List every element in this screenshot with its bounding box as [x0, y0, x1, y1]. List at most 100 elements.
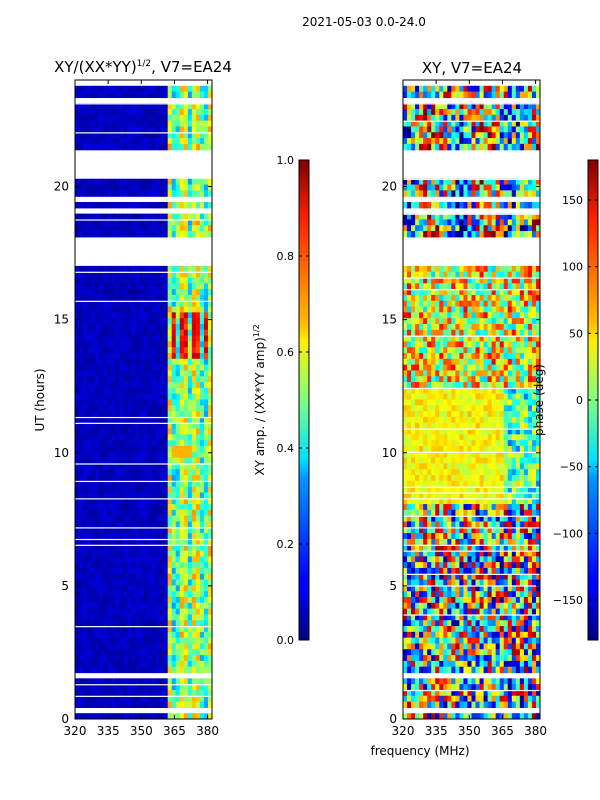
heatmap-cell	[155, 643, 161, 650]
heatmap-cell	[119, 283, 124, 290]
heatmap-cell	[451, 358, 456, 366]
heatmap-cell	[111, 213, 116, 221]
heatmap-cell	[523, 184, 529, 191]
heatmap-cell	[135, 289, 141, 296]
heatmap-cell	[103, 428, 108, 435]
heatmap-cell	[435, 178, 440, 186]
heatmap-cell	[111, 329, 116, 337]
heatmap-cell	[135, 329, 141, 337]
heatmap-cell	[495, 329, 501, 337]
heatmap-cell	[171, 666, 177, 674]
heatmap-cell	[495, 445, 501, 453]
heatmap-cell	[139, 515, 145, 523]
heatmap-cell	[451, 231, 456, 238]
heatmap-cell	[495, 178, 501, 186]
heatmap-cell	[195, 457, 201, 464]
heatmap-cell	[119, 329, 124, 337]
heatmap-cell	[95, 312, 100, 319]
heatmap-cell	[471, 335, 477, 343]
heatmap-cell	[519, 120, 525, 128]
heatmap-cell	[87, 190, 92, 197]
heatmap-cell	[135, 521, 141, 528]
heatmap-cell	[435, 399, 440, 406]
heatmap-cell	[147, 370, 153, 377]
heatmap-cell	[87, 306, 92, 313]
heatmap-cell	[187, 370, 193, 377]
heatmap-cell	[415, 120, 420, 128]
heatmap-cell	[427, 445, 432, 453]
heatmap-cell	[123, 567, 128, 575]
heatmap-cell	[79, 323, 84, 331]
heatmap-cell	[411, 335, 416, 343]
heatmap-cell	[207, 294, 212, 302]
heatmap-cell	[79, 190, 84, 197]
amp-heatmap	[75, 80, 212, 719]
heatmap-cell	[75, 655, 80, 662]
heatmap-cell	[191, 265, 197, 273]
heatmap-cell	[119, 405, 124, 412]
heatmap-cell	[179, 660, 185, 668]
heatmap-cell	[119, 265, 124, 273]
heatmap-cell	[127, 440, 133, 447]
heatmap-cell	[187, 689, 193, 697]
heatmap-cell	[207, 498, 212, 505]
heatmap-cell	[131, 573, 137, 581]
heatmap-cell	[207, 358, 212, 366]
heatmap-cell	[507, 416, 513, 424]
heatmap-cell	[151, 393, 157, 401]
heatmap-cell	[499, 387, 505, 395]
heatmap-cell	[123, 126, 128, 133]
heatmap-cell	[475, 213, 481, 221]
heatmap-cell	[127, 701, 133, 708]
heatmap-cell	[535, 265, 540, 273]
heatmap-cell	[431, 358, 436, 366]
heatmap-cell	[183, 457, 189, 464]
heatmap-cell	[459, 318, 465, 325]
heatmap-cell	[447, 376, 452, 383]
heatmap-cell	[111, 376, 116, 383]
heatmap-cell	[103, 695, 108, 703]
heatmap-cell	[203, 556, 209, 563]
heatmap-cell	[439, 451, 444, 459]
heatmap-cell	[491, 277, 497, 284]
heatmap-cell	[123, 614, 128, 621]
heatmap-cell	[107, 405, 112, 412]
heatmap-cell	[195, 114, 201, 122]
colorbar-tick-label: 0.2	[277, 538, 295, 551]
heatmap-cell	[423, 184, 428, 191]
heatmap-cell	[487, 231, 493, 238]
heatmap-cell	[483, 399, 489, 406]
heatmap-cell	[511, 387, 517, 395]
heatmap-cell	[191, 475, 197, 482]
heatmap-cell	[207, 591, 212, 598]
flag-line	[75, 498, 212, 500]
heatmap-cell	[175, 550, 181, 557]
heatmap-cell	[195, 387, 201, 395]
heatmap-cell	[203, 231, 209, 238]
heatmap-cell	[507, 184, 513, 191]
heatmap-cell	[75, 591, 80, 598]
heatmap-cell	[451, 440, 456, 447]
heatmap-cell	[427, 416, 432, 424]
heatmap-cell	[143, 608, 149, 616]
heatmap-cell	[127, 678, 133, 685]
heatmap-cell	[99, 515, 104, 523]
heatmap-cell	[475, 85, 481, 93]
heatmap-cell	[439, 347, 444, 354]
heatmap-cell	[411, 178, 416, 186]
heatmap-cell	[491, 329, 497, 337]
heatmap-cell	[147, 608, 153, 616]
heatmap-cell	[415, 143, 420, 151]
heatmap-cell	[475, 405, 481, 412]
heatmap-cell	[147, 103, 153, 110]
heatmap-cell	[523, 265, 529, 273]
heatmap-cell	[463, 109, 469, 116]
heatmap-cell	[199, 178, 205, 186]
heatmap-cell	[515, 271, 521, 279]
heatmap-cell	[147, 556, 153, 563]
heatmap-cell	[151, 620, 157, 627]
heatmap-cell	[83, 440, 88, 447]
heatmap-cell	[499, 411, 505, 418]
heatmap-cell	[139, 591, 145, 598]
heatmap-cell	[187, 591, 193, 598]
